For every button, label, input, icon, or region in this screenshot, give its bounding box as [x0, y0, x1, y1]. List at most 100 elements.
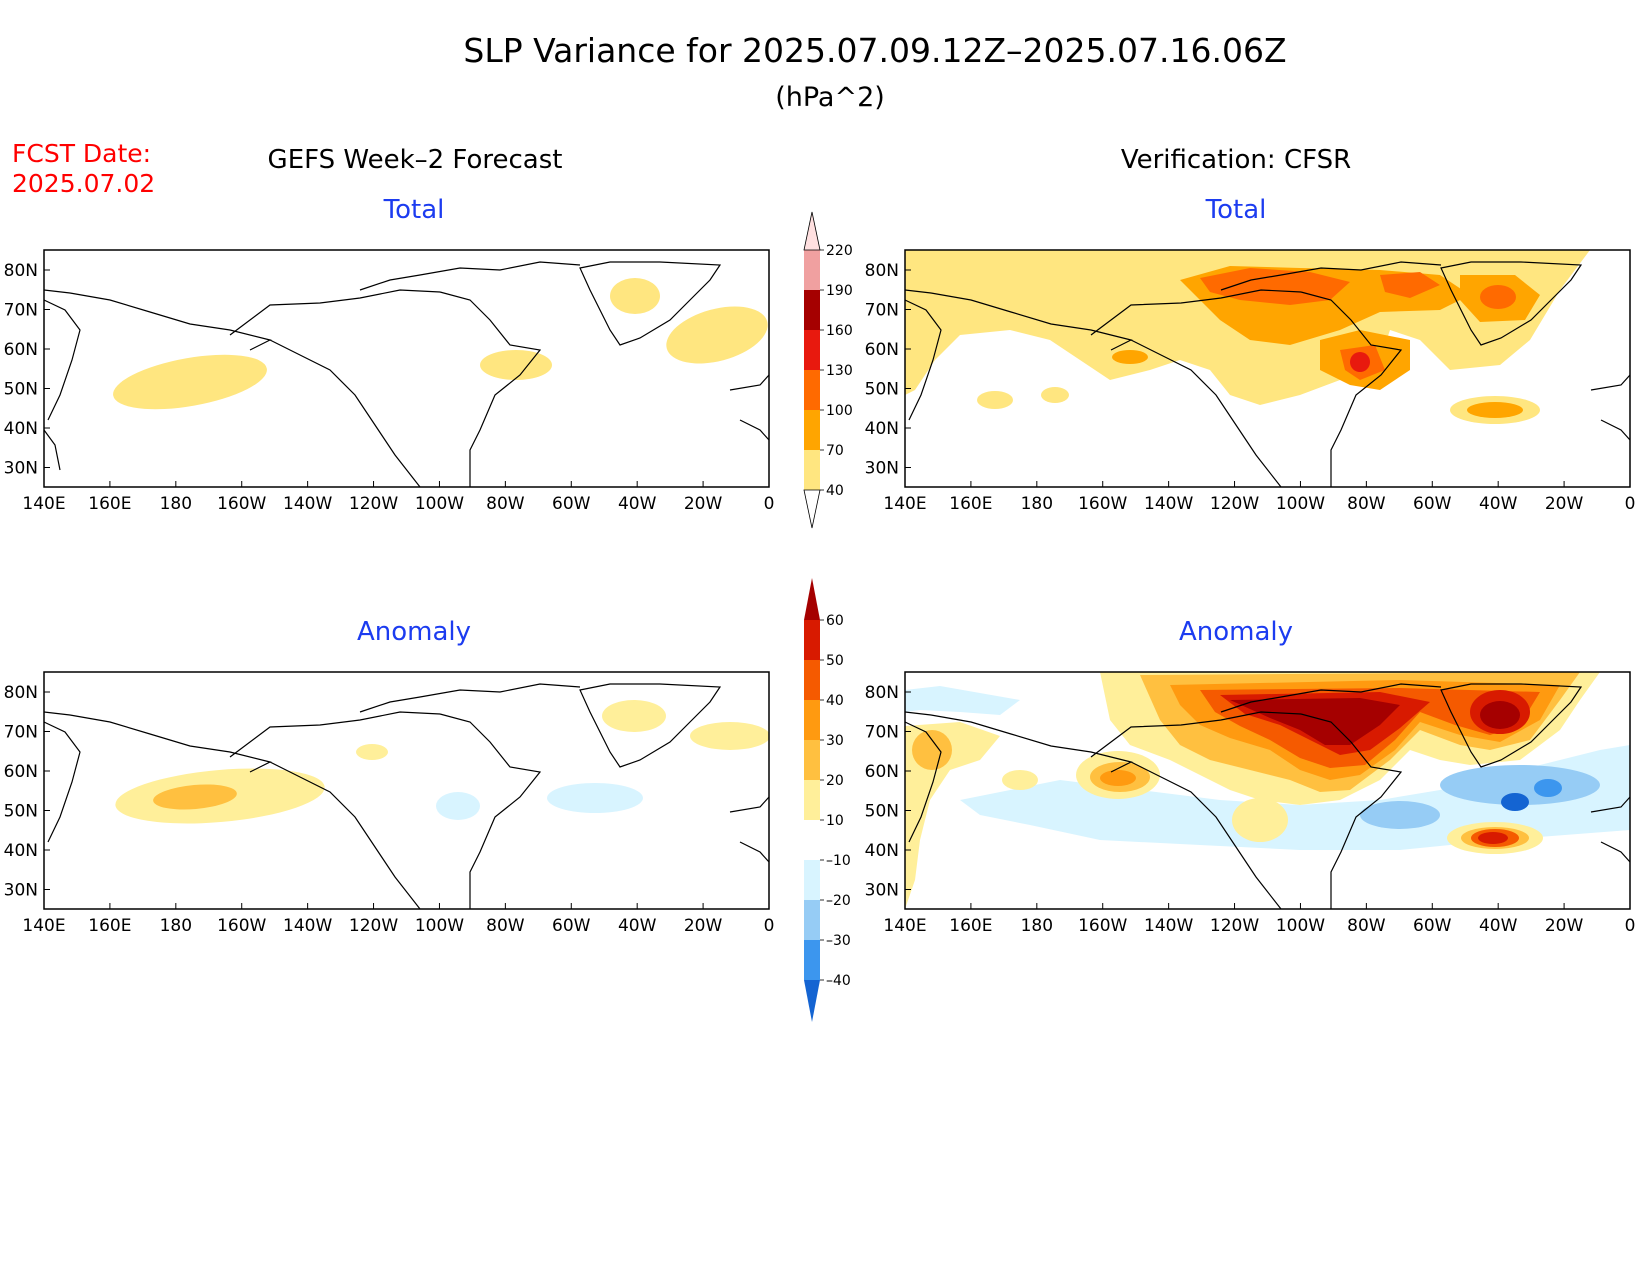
lon-tick-label: 120W: [349, 494, 398, 514]
lon-tick-label: 180: [1021, 916, 1053, 936]
colorbar-anomaly-box: [804, 740, 820, 780]
lon-tick-label: 0: [764, 916, 775, 936]
colorbar-total-top-arrow: [803, 211, 821, 251]
lon-tick-label: 100W: [1276, 916, 1325, 936]
coastlines-forecast-total: [44, 261, 769, 487]
colorbar-total-label: 220: [826, 243, 853, 259]
shading-verification-anomaly: [905, 672, 1630, 909]
fcst-date-label: FCST Date:: [12, 139, 151, 168]
lat-tick-label: 80N: [4, 261, 38, 281]
lon-tick-label: 60W: [1413, 916, 1452, 936]
lat-tick-label: 60N: [865, 762, 899, 782]
map-panel-verification-total: [904, 249, 1631, 488]
lon-tick-label: 0: [1625, 916, 1636, 936]
main-title: SLP Variance for 2025.07.09.12Z–2025.07.…: [463, 31, 1286, 70]
colorbar-total-box: [804, 330, 820, 370]
lon-tick-label: 140E: [883, 916, 926, 936]
lat-tick-label: 70N: [4, 723, 38, 743]
panel-title-forecast-anomaly: Anomaly: [357, 617, 471, 647]
lon-tick-label: 20W: [1545, 916, 1584, 936]
column-title-forecast: GEFS Week–2 Forecast: [268, 145, 563, 175]
map-panel-verification-anomaly: [904, 671, 1631, 910]
lon-tick-label: 20W: [684, 916, 723, 936]
lat-tick-label: 60N: [865, 340, 899, 360]
colorbar-total-label: 160: [826, 323, 853, 339]
lon-tick-label: 0: [764, 494, 775, 514]
colorbar-anomaly-top-arrow: [804, 578, 820, 620]
lon-tick-label: 80W: [1347, 494, 1386, 514]
lon-tick-label: 140E: [22, 494, 65, 514]
colorbar-anomaly-box: [804, 780, 820, 820]
colorbar-anomaly-label: 50: [826, 653, 844, 669]
lon-tick-label: 180: [160, 916, 192, 936]
lon-tick-label: 100W: [415, 494, 464, 514]
colorbar-anomaly-bottom-arrow: [804, 980, 820, 1022]
column-title-verification: Verification: CFSR: [1121, 145, 1351, 175]
lon-tick-label: 80W: [1347, 916, 1386, 936]
colorbar-anomaly-box: [804, 660, 820, 700]
fcst-date-value: 2025.07.02: [12, 169, 155, 198]
lon-tick-label: 100W: [1276, 494, 1325, 514]
lat-tick-label: 80N: [4, 683, 38, 703]
colorbar-total-box: [804, 250, 820, 290]
lat-tick-label: 70N: [865, 723, 899, 743]
lon-tick-label: 120W: [1210, 916, 1259, 936]
lat-tick-label: 50N: [4, 802, 38, 822]
lon-tick-label: 20W: [684, 494, 723, 514]
colorbar-anomaly-label: 60: [826, 613, 844, 629]
map-panel-forecast-anomaly: [43, 671, 770, 910]
colorbar-anomaly-label: 40: [826, 693, 844, 709]
colorbar-anomaly-box: [804, 860, 820, 900]
lon-tick-label: 160W: [217, 916, 266, 936]
colorbar-anomaly-label: –40: [826, 973, 851, 989]
map-panel-forecast-total: [43, 249, 770, 488]
panel-title-forecast-total: Total: [383, 195, 445, 225]
lat-tick-label: 30N: [4, 881, 38, 901]
lat-tick-label: 50N: [865, 380, 899, 400]
shading-verification-total: [905, 250, 1590, 424]
lat-tick-label: 40N: [865, 841, 899, 861]
lon-tick-label: 40W: [1479, 916, 1518, 936]
units-label: (hPa^2): [775, 82, 885, 113]
lon-tick-label: 140E: [22, 916, 65, 936]
colorbar-anomaly: 60 50 40 30 20 10 –10 –20 –30 –40: [804, 578, 851, 1022]
lat-tick-label: 70N: [4, 301, 38, 321]
colorbar-total-box: [804, 370, 820, 410]
lat-tick-label: 60N: [4, 762, 38, 782]
colorbar-total-box: [804, 290, 820, 330]
coastlines-verification-anomaly: [905, 683, 1630, 909]
shading-forecast-total: [113, 278, 768, 410]
colorbar-anomaly-label: –30: [826, 933, 851, 949]
lon-tick-label: 160E: [88, 494, 131, 514]
lat-tick-label: 40N: [4, 419, 38, 439]
lat-tick-label: 50N: [4, 380, 38, 400]
lon-tick-label: 160W: [217, 494, 266, 514]
lon-tick-label: 60W: [552, 494, 591, 514]
lon-tick-label: 180: [1021, 494, 1053, 514]
lon-tick-label: 40W: [1479, 494, 1518, 514]
lat-tick-label: 30N: [4, 459, 38, 479]
lon-tick-label: 40W: [618, 494, 657, 514]
lon-tick-label: 40W: [618, 916, 657, 936]
colorbar-anomaly-box: [804, 940, 820, 980]
lat-tick-label: 40N: [4, 841, 38, 861]
lat-tick-label: 50N: [865, 802, 899, 822]
lon-tick-label: 160E: [949, 494, 992, 514]
colorbar-total-label: 100: [826, 403, 853, 419]
colorbar-total-label: 190: [826, 283, 853, 299]
coastlines-forecast-anomaly: [44, 683, 769, 909]
shading-forecast-anomaly: [115, 700, 769, 824]
colorbar-anomaly-label: 30: [826, 733, 844, 749]
lon-tick-label: 160E: [88, 916, 131, 936]
colorbar-total-label: 130: [826, 363, 853, 379]
lon-tick-label: 160W: [1078, 494, 1127, 514]
lon-tick-label: 20W: [1545, 494, 1584, 514]
colorbar-anomaly-label: –20: [826, 893, 851, 909]
colorbar-total-bottom-arrow: [803, 489, 821, 529]
colorbar-anomaly-box: [804, 820, 820, 860]
colorbar-total-label: 40: [826, 483, 844, 499]
lon-tick-label: 140W: [1144, 916, 1193, 936]
lon-tick-label: 160E: [949, 916, 992, 936]
lat-tick-label: 30N: [865, 459, 899, 479]
lon-tick-label: 80W: [486, 916, 525, 936]
